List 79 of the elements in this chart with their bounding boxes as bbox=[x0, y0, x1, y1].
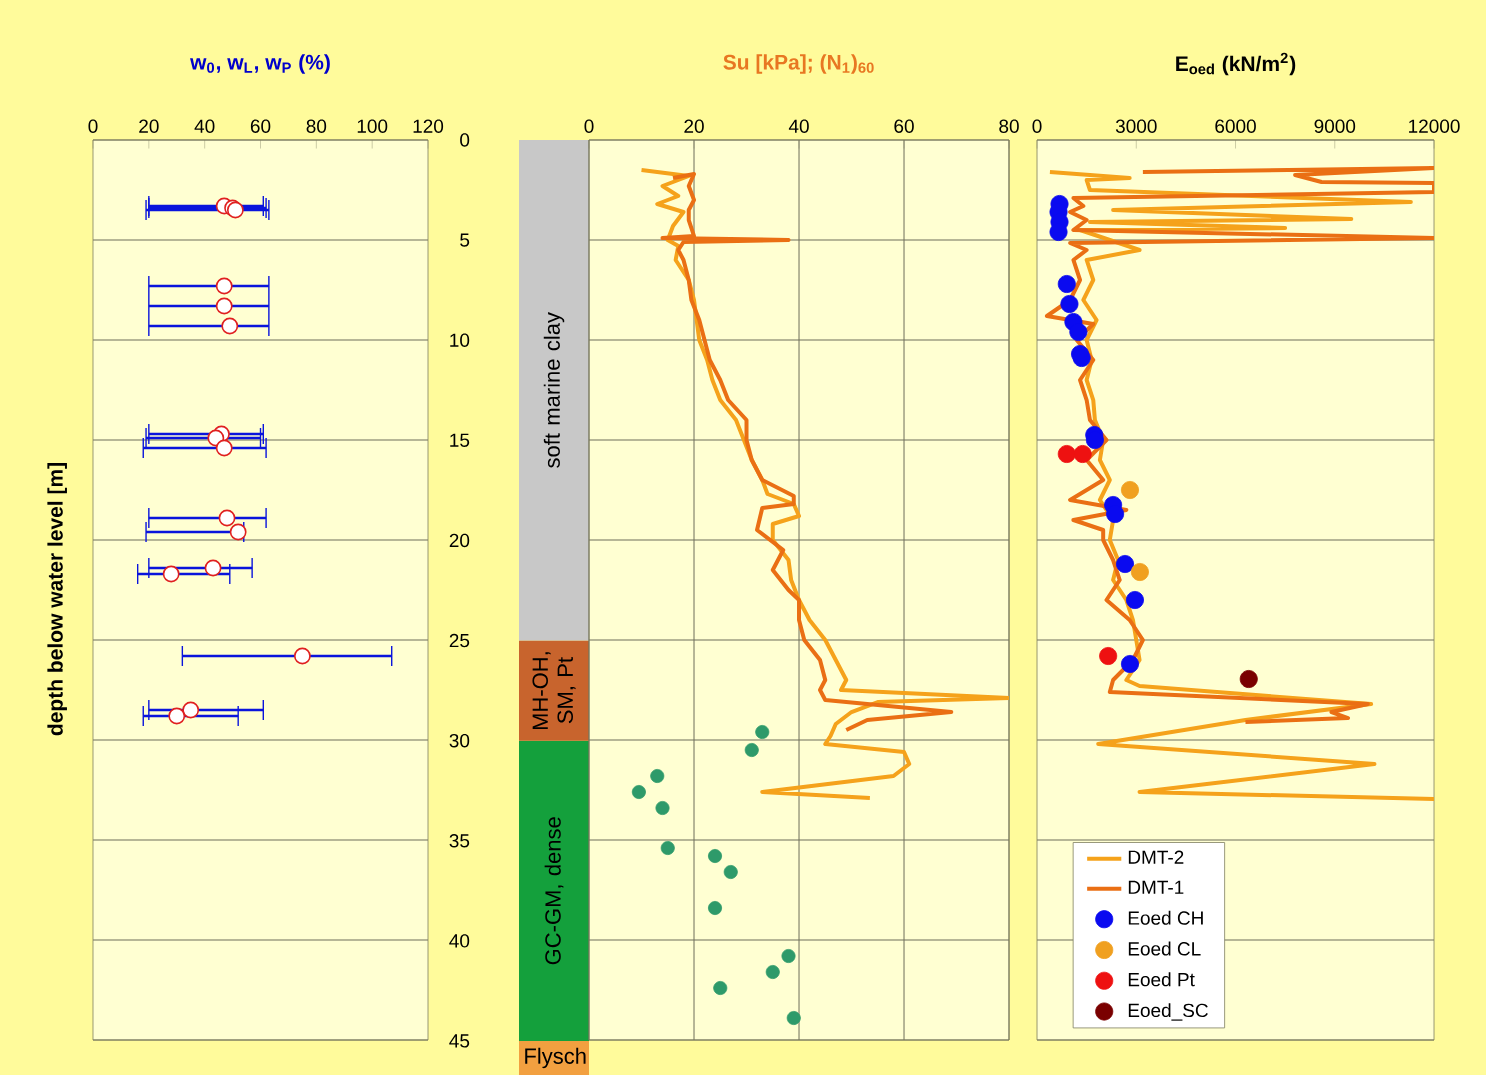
point bbox=[1069, 323, 1088, 341]
x-tick-label: 6000 bbox=[1215, 119, 1256, 133]
y-tick-label: 45 bbox=[449, 1034, 470, 1048]
x-tick-label: 20 bbox=[139, 119, 159, 133]
y-tick-label: 0 bbox=[460, 133, 470, 147]
point bbox=[221, 317, 239, 335]
x-tick-label: 120 bbox=[413, 119, 444, 133]
x-tick-label: 12000 bbox=[1409, 119, 1460, 133]
y-tick-label: 30 bbox=[449, 733, 470, 748]
series-label: soft marine clay bbox=[543, 312, 565, 468]
point bbox=[162, 565, 180, 583]
x-tick-label: 20 bbox=[684, 119, 704, 133]
point bbox=[1120, 655, 1139, 674]
point bbox=[708, 901, 723, 916]
point bbox=[215, 297, 233, 315]
point bbox=[1073, 445, 1092, 463]
legend-label: DMT-1 bbox=[1128, 880, 1184, 894]
bar bbox=[519, 740, 590, 1041]
point bbox=[781, 949, 796, 964]
point bbox=[1060, 295, 1079, 313]
series-label: GC-GM, dense bbox=[544, 817, 564, 965]
point bbox=[1130, 563, 1149, 581]
series-label: MH-OH, SM, Pt bbox=[532, 652, 576, 730]
x-tick-label: 40 bbox=[788, 119, 809, 133]
x-axis-title: E$_{oed}$ (kN/m$^{2}$) bbox=[1176, 52, 1296, 76]
point bbox=[713, 981, 728, 996]
y-tick-label: 35 bbox=[449, 834, 470, 848]
y-axis-title: depth below water level [m] bbox=[47, 463, 67, 736]
x-tick-label: 9000 bbox=[1314, 119, 1356, 133]
point bbox=[215, 439, 233, 457]
x-axis-title: Su [kPa]; (N$_{1}$)$_{60}$ bbox=[723, 54, 874, 74]
y-tick-label: 10 bbox=[450, 333, 470, 347]
legend-label: Eoed CL bbox=[1128, 941, 1201, 956]
x-tick-label: 3000 bbox=[1115, 119, 1157, 133]
x-tick-label: 0 bbox=[88, 119, 98, 133]
x-tick-label: 40 bbox=[194, 119, 215, 133]
legend-label: DMT-2 bbox=[1128, 850, 1184, 864]
legend-label: Eoed CH bbox=[1128, 910, 1203, 925]
legend-label: Eoed Pt bbox=[1128, 972, 1195, 987]
point bbox=[660, 841, 675, 856]
point bbox=[218, 509, 236, 527]
point bbox=[1116, 555, 1135, 573]
y-tick-label: 20 bbox=[449, 533, 470, 548]
point bbox=[229, 523, 247, 541]
point bbox=[744, 743, 759, 758]
x-tick-label: 100 bbox=[357, 119, 388, 133]
legend-label: Eoed_SC bbox=[1128, 1003, 1208, 1021]
point bbox=[182, 701, 200, 719]
point bbox=[708, 849, 723, 864]
point bbox=[1099, 647, 1118, 665]
point bbox=[1239, 670, 1258, 689]
x-tick-label: 0 bbox=[1032, 119, 1042, 133]
point bbox=[755, 725, 770, 740]
point bbox=[723, 865, 738, 880]
x-tick-label: 80 bbox=[999, 119, 1019, 133]
point bbox=[293, 647, 311, 665]
point bbox=[1120, 481, 1139, 500]
y-tick-label: 25 bbox=[449, 633, 470, 648]
point bbox=[650, 769, 665, 784]
point bbox=[786, 1011, 801, 1026]
point bbox=[1125, 591, 1144, 609]
bar bbox=[519, 140, 590, 641]
point bbox=[215, 277, 233, 295]
y-tick-label: 5 bbox=[460, 233, 470, 247]
x-tick-label: 60 bbox=[894, 119, 914, 133]
x-tick-label: 0 bbox=[584, 119, 594, 133]
series-label: Flysch bbox=[525, 1047, 586, 1069]
x-tick-label: 60 bbox=[250, 119, 271, 133]
point bbox=[765, 965, 780, 980]
x-axis-title: w$_{0}$, w$_{L}$, w$_{P}$ (%) bbox=[190, 54, 330, 74]
point bbox=[1057, 275, 1076, 293]
point bbox=[631, 785, 646, 800]
point bbox=[655, 801, 670, 816]
y-tick-label: 40 bbox=[449, 934, 470, 948]
point bbox=[1057, 445, 1076, 463]
point bbox=[204, 559, 222, 577]
y-tick-label: 15 bbox=[450, 433, 470, 447]
x-tick-label: 80 bbox=[306, 119, 327, 133]
point bbox=[168, 707, 186, 725]
